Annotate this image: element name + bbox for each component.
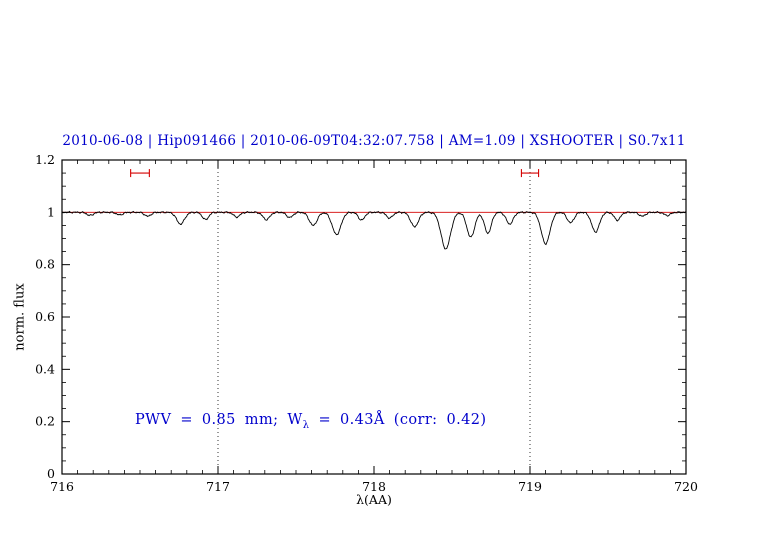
pwv-text: PWV = 0.85 mm; W: [135, 412, 303, 428]
y-tick-label: 0.4: [35, 361, 55, 376]
lambda-subscript: λ: [302, 419, 310, 431]
y-tick-label: 0: [47, 466, 55, 481]
y-tick-label: 1.2: [35, 152, 55, 167]
x-axis-label: λ(AA): [356, 492, 392, 507]
spectrum-line: [61, 210, 687, 250]
equivalent-width-text: = 0.43Å (corr: 0.42): [309, 412, 487, 428]
y-tick-label: 0.8: [35, 257, 55, 272]
y-tick-label: 0.6: [35, 309, 55, 324]
x-tick-label: 719: [518, 479, 542, 494]
x-tick-label: 717: [206, 479, 230, 494]
x-tick-label: 718: [362, 479, 386, 494]
y-tick-label: 0.2: [35, 414, 55, 429]
pwv-annotation: PWV = 0.85 mm; Wλ = 0.43Å (corr: 0.42): [135, 412, 486, 431]
plot-title: 2010-06-08 | Hip091466 | 2010-06-09T04:3…: [62, 133, 686, 149]
y-axis-label: norm. flux: [12, 283, 28, 351]
y-tick-label: 1: [47, 204, 55, 219]
x-tick-label: 720: [674, 479, 698, 494]
x-tick-label: 716: [50, 479, 74, 494]
